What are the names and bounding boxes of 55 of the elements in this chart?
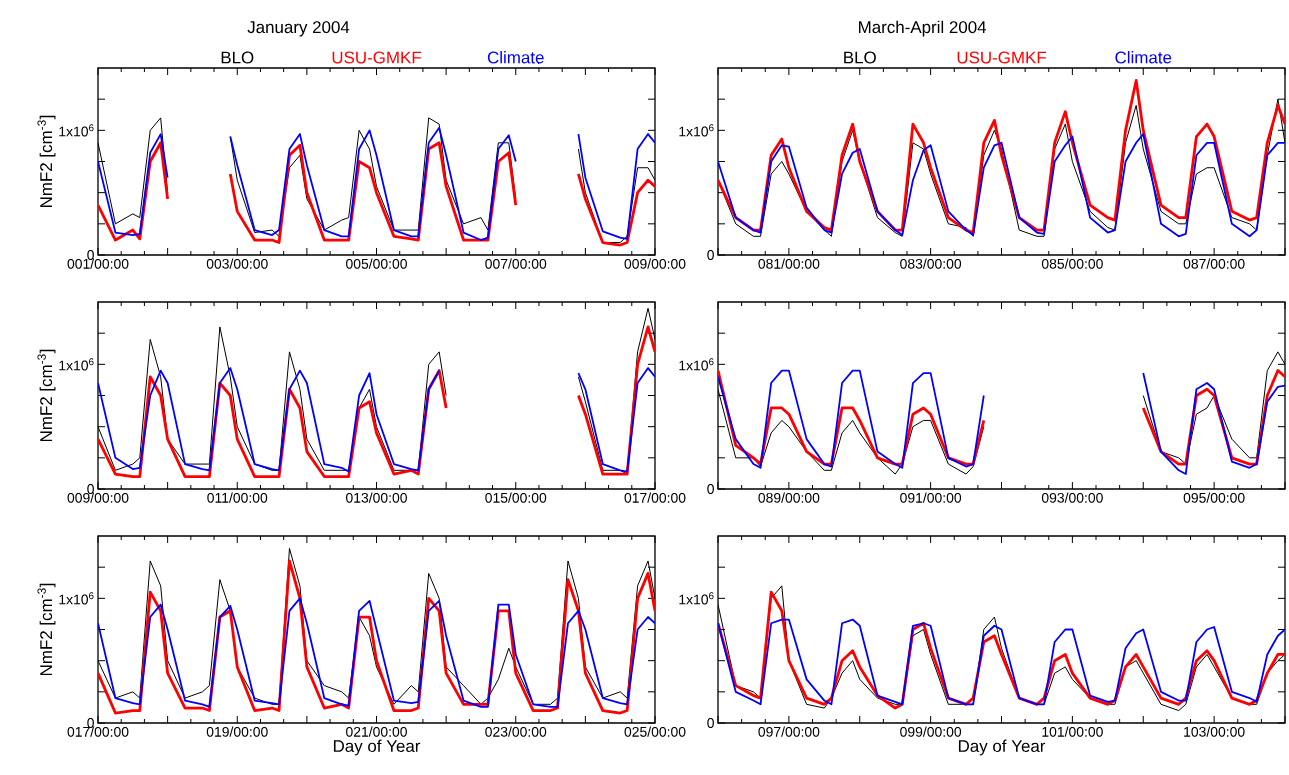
text: BLO — [844, 51, 876, 64]
x-tick-label: 009/00:00 — [67, 492, 129, 503]
x-tick-label: 087/00:00 — [1183, 258, 1245, 269]
x-tick-label: 011/00:00 — [207, 492, 268, 503]
chart-title: January 2004 — [247, 21, 350, 37]
line-series — [98, 597, 655, 708]
y-tick-label: 1x10$^{6}$ — [679, 358, 714, 371]
y-tick-label: 1x10$^{6}$ — [59, 124, 94, 137]
y-tick-label: 0 — [87, 718, 94, 728]
y-tick-label: 0 — [707, 718, 714, 728]
text: USU-GMKF — [957, 51, 1046, 64]
x-axis-title: Day of Year — [333, 739, 421, 756]
chart-title: March-April 2004 — [859, 20, 987, 37]
x-tick-label: 083/00:00 — [900, 258, 962, 269]
x-tick-label: 019/00:00 — [206, 726, 268, 737]
x-tick-label: 015/00:00 — [485, 492, 547, 503]
x-tick-label: 103/00:00 — [1184, 726, 1245, 737]
text: USU-GMKF — [332, 51, 421, 64]
x-tick-label: 003/00:00 — [206, 258, 268, 269]
line-series — [718, 133, 1285, 238]
x-tick-label: 095/00:00 — [1183, 492, 1245, 503]
line-series — [718, 618, 1285, 706]
x-tick-label: 091/00:00 — [900, 492, 962, 503]
x-tick-label: 081/00:00 — [758, 258, 820, 269]
x-tick-label: 005/00:00 — [346, 258, 407, 269]
x-tick-label: 093/00:00 — [1041, 492, 1103, 503]
y-tick-label: 1x10$^{6}$ — [59, 358, 94, 371]
y-tick-label: 0 — [707, 484, 714, 494]
x-tick-label: 007/00:00 — [485, 258, 547, 269]
y-axis-title: NmF2 [cm$^{-3}$] — [37, 583, 56, 676]
y-tick-label: 0 — [707, 250, 714, 260]
x-tick-label: 101/00:00 — [1042, 726, 1103, 737]
text: Climate — [487, 51, 544, 64]
x-tick-label: 001/00:00 — [67, 258, 129, 269]
x-tick-label: 023/00:00 — [485, 726, 547, 737]
y-tick-label: 0 — [87, 484, 94, 494]
y-axis-title: NmF2 [cm$^{-3}$] — [37, 349, 56, 442]
x-tick-label: 025/00:00 — [624, 726, 686, 737]
x-tick-label: 013/00:00 — [346, 492, 407, 503]
x-axis-title: Day of Year — [958, 739, 1046, 756]
x-tick-label: 017/00:00 — [624, 492, 686, 503]
y-axis-title: NmF2 [cm$^{-3}$] — [37, 115, 56, 208]
x-tick-label: 089/00:00 — [758, 492, 820, 503]
x-tick-label: 097/00:00 — [758, 726, 820, 737]
x-tick-label: 017/00:00 — [67, 726, 129, 737]
text: BLO — [221, 51, 254, 64]
x-tick-label: 009/00:00 — [624, 258, 686, 269]
x-tick-label: 021/00:00 — [346, 726, 407, 737]
y-tick-label: 0 — [87, 250, 94, 260]
y-tick-label: 1x10$^{6}$ — [679, 592, 714, 605]
text: Climate — [1115, 51, 1172, 64]
y-tick-label: 1x10$^{6}$ — [679, 124, 714, 137]
x-tick-label: 099/00:00 — [900, 726, 962, 737]
x-tick-label: 085/00:00 — [1041, 258, 1103, 269]
y-tick-label: 1x10$^{6}$ — [59, 592, 94, 605]
